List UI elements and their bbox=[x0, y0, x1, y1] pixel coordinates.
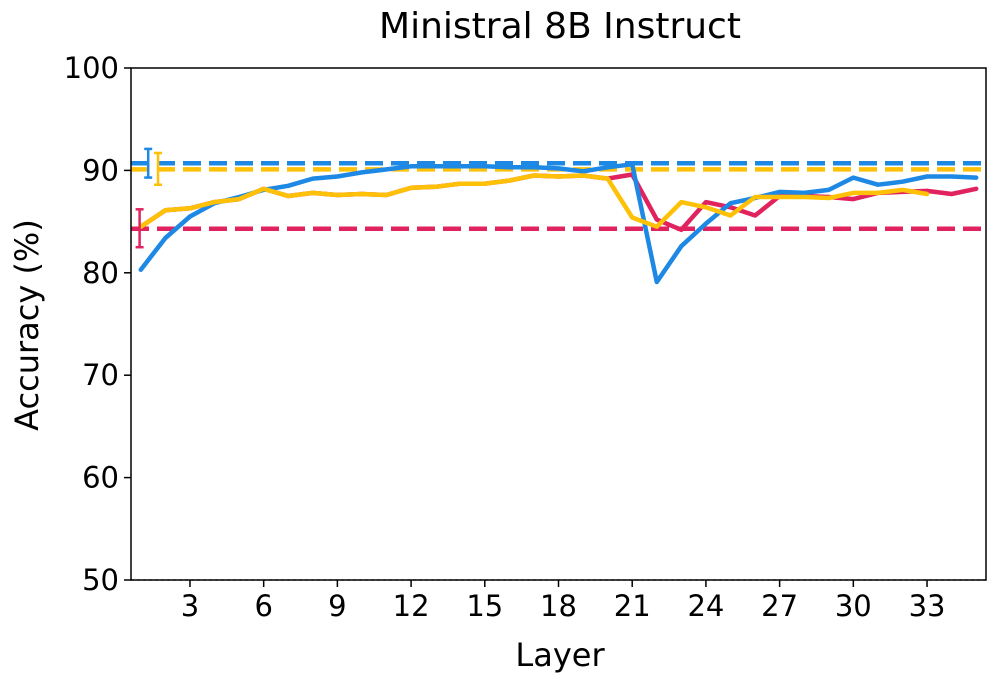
errorbar-layer bbox=[135, 147, 163, 249]
x-tick-label: 18 bbox=[540, 589, 577, 623]
series-line-1 bbox=[138, 162, 979, 285]
x-tick-label: 27 bbox=[761, 589, 798, 623]
y-tick-label: 90 bbox=[82, 153, 119, 187]
y-tick-layer: 50 60 70 80 90 100 bbox=[64, 51, 131, 597]
x-tick-layer: 3 6 9 12 15 18 21 24 27 30 33 bbox=[181, 580, 946, 623]
x-tick-label: 6 bbox=[254, 589, 272, 623]
chart-title: Ministral 8B Instruct bbox=[379, 6, 741, 47]
errorbar-1 bbox=[154, 151, 163, 186]
x-axis-label: Layer bbox=[515, 636, 605, 674]
x-tick-label: 33 bbox=[909, 589, 946, 623]
y-tick-label: 60 bbox=[82, 461, 119, 495]
errorbar-2 bbox=[135, 208, 144, 249]
y-tick-label: 80 bbox=[82, 256, 119, 290]
series-line-0 bbox=[138, 172, 979, 233]
x-tick-label: 9 bbox=[328, 589, 346, 623]
series-layer bbox=[138, 162, 979, 285]
x-tick-label: 3 bbox=[181, 589, 199, 623]
y-tick-label: 70 bbox=[82, 358, 119, 392]
series-line-2 bbox=[138, 173, 930, 229]
y-tick-label: 50 bbox=[82, 563, 119, 597]
y-tick-label: 100 bbox=[64, 51, 119, 85]
x-tick-label: 30 bbox=[835, 589, 872, 623]
plot-frame bbox=[130, 67, 987, 581]
errorbar-0 bbox=[144, 147, 153, 179]
y-axis-label: Accuracy (%) bbox=[8, 219, 46, 431]
x-tick-label: 15 bbox=[466, 589, 503, 623]
x-tick-label: 24 bbox=[687, 589, 724, 623]
x-tick-label: 12 bbox=[393, 589, 430, 623]
x-tick-label: 21 bbox=[614, 589, 651, 623]
